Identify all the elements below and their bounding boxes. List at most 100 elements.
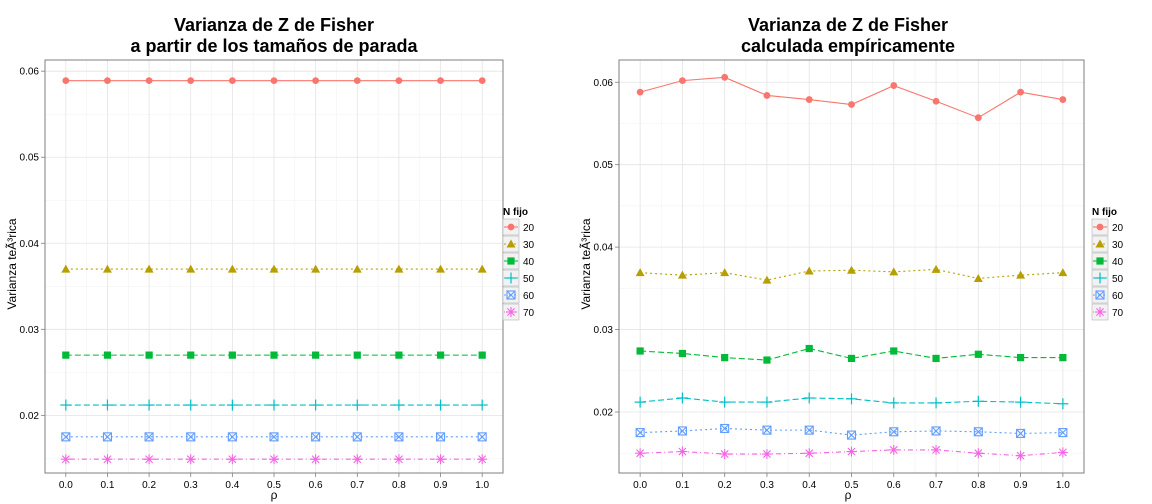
series-60 bbox=[61, 432, 487, 442]
legend-marker bbox=[1094, 272, 1106, 284]
legend-label: 50 bbox=[1112, 274, 1124, 285]
y-tick-label: 0.02 bbox=[20, 411, 40, 422]
legend-marker bbox=[507, 223, 515, 231]
data-point bbox=[846, 446, 857, 457]
data-point bbox=[435, 454, 446, 465]
data-point bbox=[227, 264, 237, 273]
x-tick-label: 0.7 bbox=[350, 480, 364, 491]
legend-item-60: 60 bbox=[502, 286, 535, 304]
y-tick-label: 0.04 bbox=[20, 239, 40, 250]
series-30 bbox=[61, 264, 487, 273]
data-point bbox=[974, 350, 982, 358]
legend-item-20: 20 bbox=[502, 218, 535, 236]
data-point bbox=[226, 399, 238, 411]
series-50 bbox=[634, 392, 1069, 410]
legend: 20 30 40 50 60 70 bbox=[502, 218, 535, 321]
data-point bbox=[62, 77, 70, 85]
data-point bbox=[721, 73, 729, 81]
x-tick-label: 0.5 bbox=[267, 480, 281, 491]
x-tick-label: 0.0 bbox=[633, 480, 647, 491]
data-point bbox=[60, 454, 71, 465]
data-point bbox=[185, 454, 196, 465]
x-tick-label: 0.1 bbox=[101, 480, 115, 491]
x-tick-label: 1.0 bbox=[475, 480, 489, 491]
data-point bbox=[1015, 396, 1027, 408]
data-point bbox=[848, 101, 855, 108]
data-point bbox=[804, 266, 814, 275]
x-tick-label: 0.9 bbox=[1014, 480, 1028, 491]
data-point bbox=[478, 351, 486, 359]
data-point bbox=[847, 354, 856, 363]
y-tick-label: 0.03 bbox=[20, 325, 40, 336]
data-point bbox=[311, 432, 321, 442]
data-point bbox=[973, 427, 983, 437]
legend-item-50: 50 bbox=[1091, 269, 1124, 287]
x-tick-label: 0.5 bbox=[845, 480, 859, 491]
x-tick-label: 0.7 bbox=[929, 480, 943, 491]
data-point bbox=[1057, 447, 1068, 458]
x-tick-label: 0.4 bbox=[225, 480, 239, 491]
data-point bbox=[351, 399, 363, 411]
legend-title: N fijo bbox=[1092, 207, 1117, 218]
data-point bbox=[352, 264, 362, 273]
data-point bbox=[477, 264, 487, 273]
data-point bbox=[478, 77, 486, 85]
data-point bbox=[312, 77, 320, 85]
data-point bbox=[763, 92, 771, 99]
legend-label: 50 bbox=[523, 274, 535, 285]
legend-label: 40 bbox=[1112, 257, 1124, 268]
legend-item-20: 20 bbox=[1091, 218, 1124, 236]
data-point bbox=[435, 432, 446, 442]
x-tick-label: 0.1 bbox=[675, 480, 689, 491]
data-point bbox=[228, 351, 236, 359]
series-30 bbox=[635, 264, 1068, 284]
data-point bbox=[143, 399, 155, 411]
legend-item-60: 60 bbox=[1091, 286, 1124, 304]
legend-label: 40 bbox=[523, 257, 535, 268]
legend-marker bbox=[1095, 290, 1105, 300]
y-tick-label: 0.02 bbox=[594, 407, 614, 418]
data-point bbox=[889, 267, 899, 276]
plot-area: 0.0 0.1 0.2 0.3 0.4 0.5 0.6 0.7 0.8 0.9 1.0 0.02 0.0… bbox=[20, 59, 504, 491]
data-point bbox=[761, 396, 773, 408]
data-point bbox=[635, 448, 646, 459]
data-point bbox=[1016, 353, 1025, 362]
data-point bbox=[227, 454, 238, 465]
data-point bbox=[1059, 96, 1067, 103]
legend-label: 30 bbox=[523, 240, 535, 251]
plot-area: 0.0 0.1 0.2 0.3 0.4 0.5 0.6 0.7 0.8 0.9 1.0 0.02 0.0… bbox=[594, 59, 1085, 491]
data-point bbox=[476, 399, 488, 411]
x-tick-label: 0.2 bbox=[142, 480, 156, 491]
legend-marker bbox=[1095, 307, 1105, 317]
data-point bbox=[101, 399, 113, 411]
data-point bbox=[353, 77, 361, 85]
series-40 bbox=[636, 344, 1067, 364]
data-point bbox=[268, 399, 280, 411]
data-point bbox=[847, 265, 856, 274]
data-point bbox=[435, 399, 447, 411]
data-point bbox=[186, 432, 196, 442]
data-point bbox=[145, 351, 153, 359]
x-tick-label: 0.8 bbox=[971, 480, 985, 491]
data-point bbox=[61, 264, 71, 273]
legend-marker bbox=[506, 307, 516, 317]
chart-title-line-1: Varianza de Z de Fisher bbox=[748, 15, 948, 35]
data-point bbox=[720, 423, 730, 434]
data-point bbox=[102, 264, 112, 273]
data-point bbox=[931, 444, 942, 455]
data-point bbox=[270, 77, 278, 85]
data-point bbox=[888, 397, 900, 409]
data-point bbox=[60, 399, 72, 411]
data-point bbox=[804, 425, 814, 435]
data-point bbox=[352, 432, 362, 442]
data-point bbox=[678, 349, 687, 358]
data-point bbox=[1057, 398, 1069, 410]
legend-label: 70 bbox=[523, 308, 535, 319]
legend-item-30: 30 bbox=[1091, 235, 1124, 253]
chart-title-line-2: a partir de los tamaños de parada bbox=[130, 36, 418, 56]
data-point bbox=[394, 432, 404, 442]
data-point bbox=[1015, 450, 1026, 461]
y-axis-title: Varianza teÃ³rica bbox=[579, 218, 593, 309]
data-point bbox=[269, 432, 279, 442]
